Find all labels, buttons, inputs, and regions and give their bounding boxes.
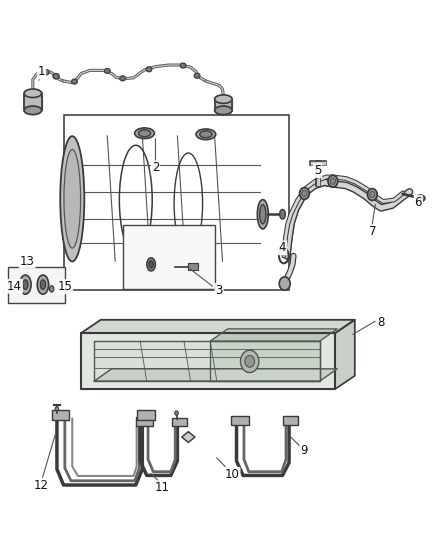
Text: 3: 3 [215,284,223,297]
Bar [64,115,289,290]
Bar [52,410,69,420]
Ellipse shape [215,106,232,115]
Polygon shape [69,268,85,280]
Bar [123,225,215,289]
Polygon shape [68,251,258,277]
Ellipse shape [64,149,81,248]
Polygon shape [210,341,320,381]
Polygon shape [210,329,337,341]
Ellipse shape [40,280,46,289]
Polygon shape [94,341,320,381]
Text: 1: 1 [38,66,46,78]
Ellipse shape [240,350,259,373]
Ellipse shape [43,69,49,75]
Polygon shape [115,268,131,280]
Polygon shape [81,320,355,333]
Ellipse shape [196,129,215,140]
Text: 11: 11 [155,481,170,494]
Text: 14: 14 [7,280,22,293]
Text: 5: 5 [314,164,321,177]
Ellipse shape [302,190,307,197]
Polygon shape [242,268,258,280]
Ellipse shape [49,286,54,292]
Ellipse shape [60,136,84,262]
Ellipse shape [215,95,232,103]
Ellipse shape [279,277,290,290]
Ellipse shape [175,411,178,415]
Bar [283,416,298,425]
Bar [137,410,155,420]
Ellipse shape [138,130,151,136]
Ellipse shape [24,89,42,98]
Ellipse shape [279,209,285,219]
Polygon shape [72,136,272,149]
Ellipse shape [328,175,338,187]
Ellipse shape [72,79,77,84]
Text: 9: 9 [300,444,308,457]
Ellipse shape [23,280,28,289]
Ellipse shape [149,261,153,268]
Polygon shape [163,268,179,280]
Text: 10: 10 [225,468,240,481]
Text: 12: 12 [34,479,49,491]
Ellipse shape [180,63,186,68]
Ellipse shape [120,76,125,80]
Polygon shape [68,136,272,261]
Ellipse shape [55,407,59,411]
Ellipse shape [24,106,42,115]
Text: 4: 4 [279,241,286,254]
Ellipse shape [135,128,154,139]
Polygon shape [207,268,223,280]
Text: 6: 6 [414,196,422,209]
Polygon shape [182,432,195,442]
Ellipse shape [146,67,152,72]
Text: 7: 7 [368,225,376,238]
Ellipse shape [37,275,49,294]
Bar [136,417,153,426]
Polygon shape [24,93,42,110]
Polygon shape [335,320,355,389]
Ellipse shape [20,275,31,294]
Bar [8,266,65,303]
Ellipse shape [105,68,110,74]
Bar [231,416,249,425]
Ellipse shape [300,188,309,199]
Ellipse shape [53,74,59,79]
Text: 13: 13 [20,255,35,268]
Text: 2: 2 [152,161,159,174]
Ellipse shape [370,191,375,198]
Polygon shape [94,369,337,381]
Ellipse shape [194,73,200,78]
Polygon shape [81,333,335,389]
Ellipse shape [416,195,425,201]
Ellipse shape [330,178,336,184]
Ellipse shape [257,199,268,229]
Ellipse shape [147,257,155,271]
Ellipse shape [260,205,266,224]
Ellipse shape [200,131,212,138]
Text: 15: 15 [57,280,72,293]
Polygon shape [215,99,232,110]
Bar [188,263,198,270]
Ellipse shape [245,356,254,367]
Bar [172,418,187,426]
Ellipse shape [367,189,377,200]
Polygon shape [149,256,175,278]
Text: 8: 8 [378,316,385,329]
